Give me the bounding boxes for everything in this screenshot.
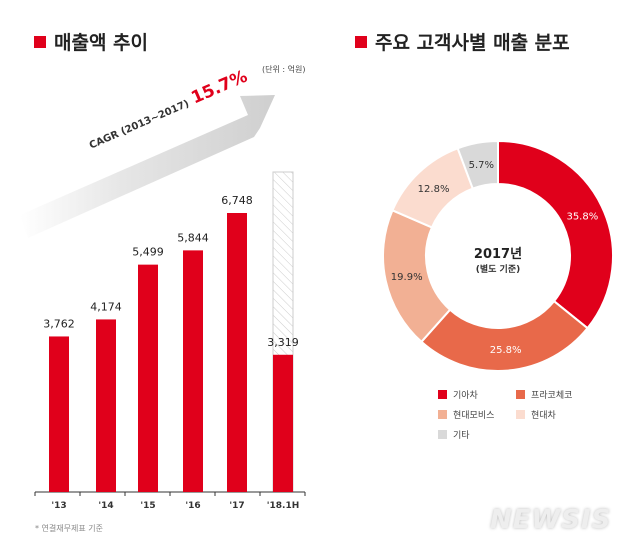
bar-value-label: 5,844 xyxy=(177,231,209,244)
legend-label: 현대차 xyxy=(531,411,556,421)
slice-value-label: 5.7% xyxy=(469,160,494,171)
slice-value-label: 19.9% xyxy=(391,272,423,283)
x-tick-label: '18.1H xyxy=(267,501,300,511)
legend-swatch xyxy=(438,390,447,399)
bar-value-label: 4,174 xyxy=(90,300,122,313)
x-tick-label: '15 xyxy=(140,501,155,511)
donut-chart-title: 주요 고객사별 매출 분포 xyxy=(355,28,570,55)
bar xyxy=(96,319,116,492)
legend-item: 프라코체코 xyxy=(516,388,606,401)
title-marker-icon xyxy=(355,36,367,48)
bar xyxy=(49,336,69,492)
bar-chart-title: 매출액 추이 xyxy=(34,28,148,55)
legend-item: 현대모비스 xyxy=(438,408,516,421)
footnote: * 연결재무제표 기준 xyxy=(35,524,103,533)
bar xyxy=(183,250,203,492)
unit-label: (단위 : 억원) xyxy=(262,65,306,74)
title-marker-icon xyxy=(34,36,46,48)
bar-value-label: 5,499 xyxy=(132,246,164,259)
bar xyxy=(138,264,158,492)
bar-title-text: 매출액 추이 xyxy=(54,32,149,54)
legend-label: 현대모비스 xyxy=(453,411,495,421)
legend-label: 프라코체코 xyxy=(531,391,573,401)
bar-value-label: 6,748 xyxy=(221,194,253,207)
slice-value-label: 25.8% xyxy=(490,345,522,356)
donut-center-sub: (별도 기준) xyxy=(475,265,521,275)
legend-item: 기타 xyxy=(438,428,516,441)
legend-swatch xyxy=(438,430,447,439)
legend-swatch xyxy=(438,410,447,419)
legend-item: 기아차 xyxy=(438,388,516,401)
slice-value-label: 35.8% xyxy=(566,212,598,223)
donut-slice xyxy=(456,139,499,190)
legend-item: 현대차 xyxy=(516,408,606,421)
x-tick-label: '17 xyxy=(229,501,244,511)
newsis-watermark: NEWSIS xyxy=(490,505,612,535)
bar xyxy=(273,354,293,492)
legend-label: 기아차 xyxy=(453,391,478,401)
donut-slice xyxy=(497,139,614,330)
x-tick-label: '13 xyxy=(51,501,66,511)
x-tick-label: '14 xyxy=(98,501,113,511)
donut-title-text: 주요 고객사별 매출 분포 xyxy=(375,32,570,54)
bar-value-label: 3,762 xyxy=(43,317,75,330)
donut-center-year: 2017년 xyxy=(473,247,523,262)
x-tick-label: '16 xyxy=(185,501,200,511)
cagr-arrow xyxy=(20,95,275,238)
bar xyxy=(227,213,247,492)
slice-value-label: 12.8% xyxy=(418,184,450,195)
bar-value-label: 3,319 xyxy=(267,336,299,349)
legend-label: 기타 xyxy=(453,431,470,441)
legend-swatch xyxy=(516,410,525,419)
legend-swatch xyxy=(516,390,525,399)
